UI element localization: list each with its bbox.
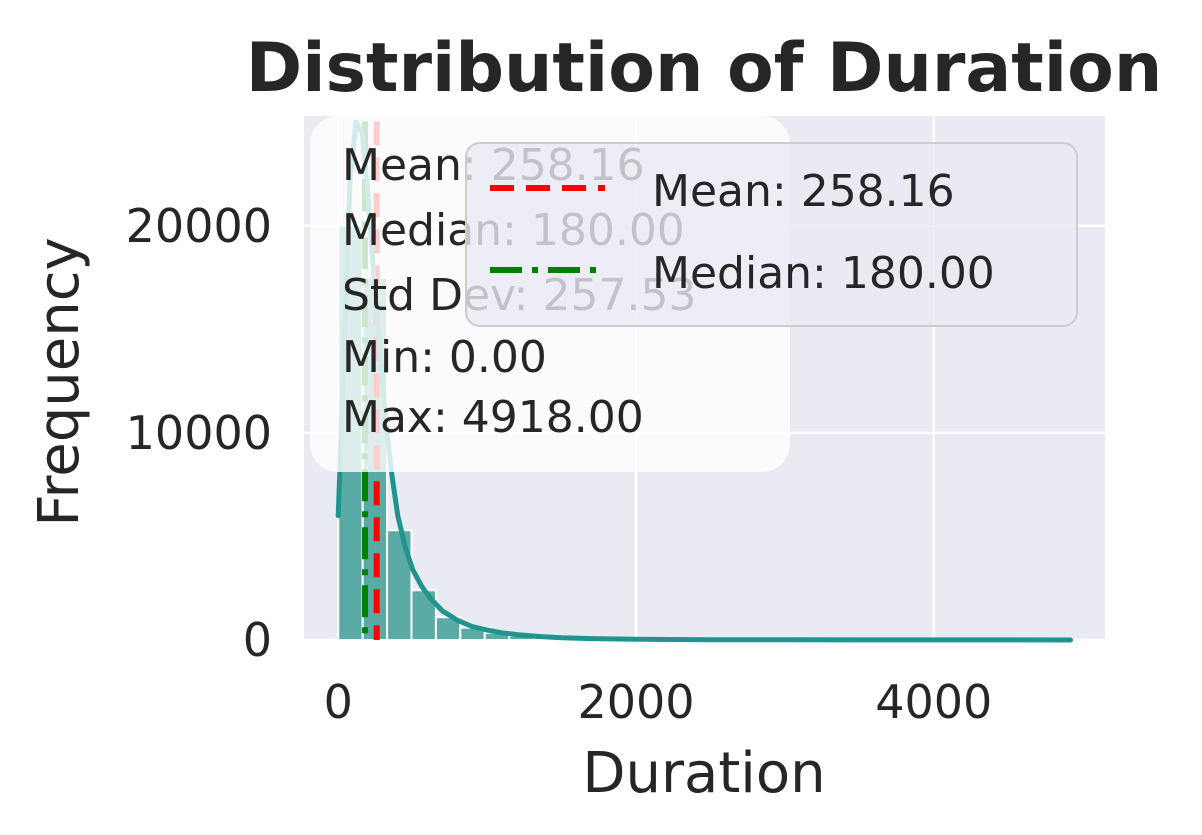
legend-median-label: Median: 180.00 [652,248,995,299]
legend-box [465,142,1078,327]
x-tick-label: 0 [324,675,353,729]
chart-title: Distribution of Duration [246,29,1162,108]
y-axis-label: Frequency [27,237,92,526]
histogram-bar [386,529,413,641]
x-tick-label: 4000 [875,675,992,729]
x-axis-label: Duration [582,741,825,806]
legend: Mean: 258.16 Median: 180.00 [465,142,1078,327]
y-tick-label: 0 [243,613,272,667]
stats-min: Min: 0.00 [342,332,547,383]
x-tick-label: 2000 [577,675,694,729]
stats-max: Max: 4918.00 [342,392,644,443]
axis-ticks: 0 2000 4000 0 10000 20000 [126,199,993,729]
y-tick-label: 10000 [126,406,272,460]
legend-mean-label: Mean: 258.16 [652,166,955,217]
y-tick-label: 20000 [126,199,272,253]
